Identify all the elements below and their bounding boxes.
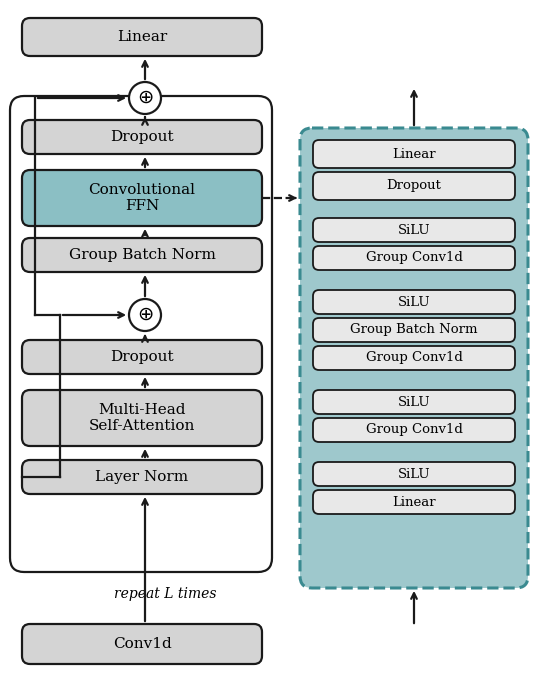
- FancyBboxPatch shape: [313, 490, 515, 514]
- Text: Dropout: Dropout: [387, 179, 441, 192]
- FancyBboxPatch shape: [22, 18, 262, 56]
- Circle shape: [129, 82, 161, 114]
- Text: $\oplus$: $\oplus$: [137, 89, 153, 107]
- Text: Linear: Linear: [392, 147, 436, 160]
- Text: Linear: Linear: [117, 30, 167, 44]
- Text: Linear: Linear: [392, 496, 436, 509]
- Text: $\oplus$: $\oplus$: [137, 306, 153, 324]
- Text: Convolutional
FFN: Convolutional FFN: [89, 183, 195, 213]
- Text: Group Batch Norm: Group Batch Norm: [350, 323, 478, 336]
- FancyBboxPatch shape: [22, 390, 262, 446]
- FancyBboxPatch shape: [22, 120, 262, 154]
- Text: repeat L times: repeat L times: [114, 587, 217, 601]
- FancyBboxPatch shape: [22, 624, 262, 664]
- Text: Group Conv1d: Group Conv1d: [366, 424, 462, 436]
- Text: SiLU: SiLU: [398, 467, 430, 481]
- FancyBboxPatch shape: [313, 462, 515, 486]
- Text: Dropout: Dropout: [110, 350, 174, 364]
- Text: Multi-Head
Self-Attention: Multi-Head Self-Attention: [89, 403, 195, 433]
- FancyBboxPatch shape: [313, 218, 515, 242]
- FancyBboxPatch shape: [300, 128, 528, 588]
- FancyBboxPatch shape: [313, 418, 515, 442]
- Text: Conv1d: Conv1d: [113, 637, 171, 651]
- FancyBboxPatch shape: [313, 290, 515, 314]
- FancyBboxPatch shape: [313, 246, 515, 270]
- Text: Dropout: Dropout: [110, 130, 174, 144]
- FancyBboxPatch shape: [22, 238, 262, 272]
- Text: Layer Norm: Layer Norm: [95, 470, 189, 484]
- FancyBboxPatch shape: [313, 390, 515, 414]
- Circle shape: [129, 299, 161, 331]
- FancyBboxPatch shape: [22, 170, 262, 226]
- FancyBboxPatch shape: [313, 318, 515, 342]
- FancyBboxPatch shape: [22, 460, 262, 494]
- Text: Group Batch Norm: Group Batch Norm: [69, 248, 215, 262]
- Text: Group Conv1d: Group Conv1d: [366, 351, 462, 364]
- FancyBboxPatch shape: [22, 340, 262, 374]
- Text: SiLU: SiLU: [398, 224, 430, 237]
- Text: SiLU: SiLU: [398, 295, 430, 308]
- Text: Group Conv1d: Group Conv1d: [366, 252, 462, 265]
- FancyBboxPatch shape: [313, 346, 515, 370]
- Text: SiLU: SiLU: [398, 396, 430, 409]
- FancyBboxPatch shape: [313, 140, 515, 168]
- FancyBboxPatch shape: [313, 172, 515, 200]
